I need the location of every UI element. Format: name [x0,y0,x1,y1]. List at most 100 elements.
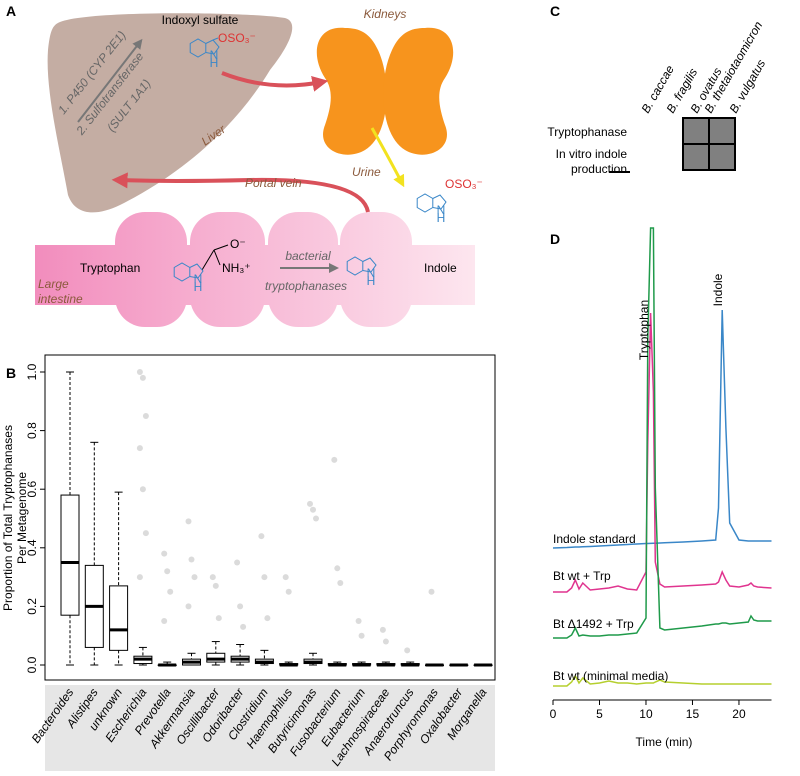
x-tick-label: 20 [732,707,746,721]
row-label: Tryptophanase [547,125,627,139]
point [237,603,244,610]
ring [189,263,204,279]
intestine-lobe [340,212,412,327]
intestine-lobe [115,212,187,327]
row-label: production [571,162,627,176]
atom: H [194,280,203,294]
label: Indoxyl sulfate [162,13,239,27]
trace [552,309,772,549]
panel-label: B [6,365,16,381]
y-tick-label: 0.0 [25,656,39,673]
cell [682,117,710,145]
point [139,486,146,493]
row-label: In vitro indole [556,147,628,161]
arrow [111,172,370,213]
point [355,618,362,625]
atom: N [210,48,219,62]
point [404,647,411,654]
x-tick-label: 0 [550,707,557,721]
intestine-lobe [190,212,265,327]
label: Tryptophan [80,261,140,275]
atom: N [367,266,376,280]
atom: H [210,56,219,70]
point [382,638,389,645]
point [185,518,192,525]
atom: N [194,272,203,286]
trace-label: Indole standard [553,532,636,546]
point [212,582,219,589]
point [164,568,171,575]
y-tick-label: 1.0 [25,363,39,380]
point [310,506,316,513]
label: tryptophanases [265,279,347,293]
point [337,579,344,586]
box [60,494,80,616]
arrow [77,38,143,123]
kidney [383,27,454,155]
point [264,615,271,622]
atom: H [437,211,446,225]
y-tick-label: 0.4 [25,539,39,556]
point [142,412,149,419]
label: Urine [352,165,381,179]
label: Indole [424,261,457,275]
point [285,588,292,595]
cell [708,143,736,171]
trace-label: Bt wt + Trp [553,569,611,583]
point [136,369,143,375]
x-axis-label: Time (min) [636,735,693,749]
intestine-lobe [268,212,338,327]
label: O⁻ [230,237,246,251]
point [188,556,195,563]
label: OSO₃⁻ [445,177,483,191]
point [136,574,143,581]
point [209,574,216,581]
point [307,500,313,507]
ring [205,39,220,55]
panel-c [609,117,736,173]
point [215,615,222,622]
point [331,456,338,463]
trace [553,312,772,593]
point [358,632,365,639]
y-tick-label: 0.8 [25,422,39,439]
y-axis-label: Proportion of Total Tryptophanases [1,425,15,611]
trace [553,674,772,687]
trace-label: Bt Δ1492 + Trp [553,617,634,631]
x-tick-label: 10 [639,707,653,721]
cell [708,117,736,145]
atom: N [437,203,446,217]
bond [212,37,219,41]
panel-label: D [550,231,560,247]
point [258,533,265,540]
panel-label: C [550,3,560,19]
ring [416,193,434,213]
panel-label: A [6,3,16,19]
liver-shape [47,13,293,213]
x-tick-label: 15 [686,707,700,721]
bond [201,249,215,271]
label: Portal vein [245,176,302,190]
panel-a: Indoxyl sulfate Kidneys 1. P450 (CYP 2E1… [35,7,483,327]
point [240,623,247,630]
point [161,618,168,625]
point [136,445,143,452]
point [379,626,386,633]
peak-label: Tryptophan [637,300,651,360]
label-band [45,685,495,771]
trace [553,227,772,639]
arrow [221,71,329,92]
label: intestine [38,292,83,306]
point [282,574,289,581]
plot-frame [44,354,496,681]
atom: H [367,274,376,288]
ring [432,194,447,210]
ring [362,257,377,273]
point [191,574,198,581]
point [167,588,174,595]
label: Large [38,277,69,291]
y-tick-label: 0.6 [25,481,39,498]
peak-label: Indole [711,273,725,306]
point [261,574,268,581]
point [185,603,192,610]
